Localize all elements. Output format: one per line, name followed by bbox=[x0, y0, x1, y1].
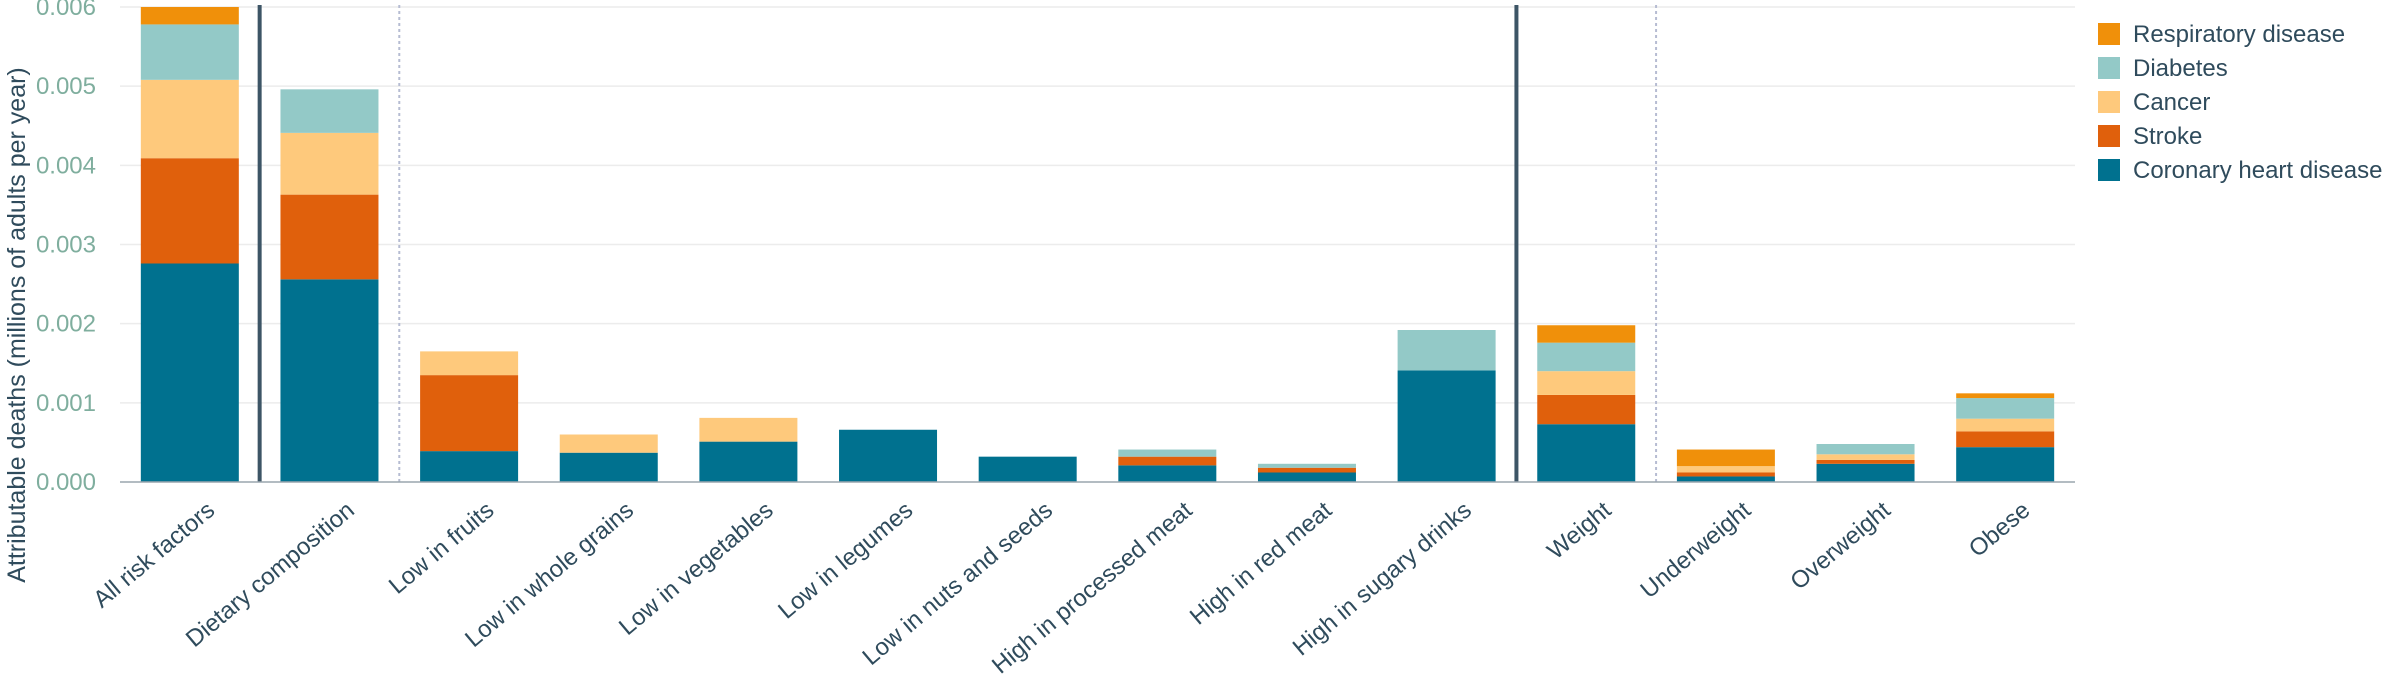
legend-swatch bbox=[2098, 125, 2120, 147]
bar-segment bbox=[140, 24, 239, 80]
bar-segment bbox=[1676, 449, 1775, 467]
x-tick-label: All risk factors bbox=[88, 497, 220, 614]
bar-segment bbox=[1956, 398, 2055, 419]
y-axis-label: Attributable deaths (millions of adults … bbox=[3, 67, 31, 583]
x-tick-label: Low in vegetables bbox=[614, 497, 779, 641]
x-tick-label: Low in legumes bbox=[773, 497, 918, 625]
bar-segment bbox=[1257, 467, 1356, 473]
bar-segment bbox=[1537, 325, 1636, 343]
bar-segment bbox=[140, 263, 239, 482]
bar-segment bbox=[1397, 370, 1496, 482]
x-tick-label: Overweight bbox=[1785, 496, 1896, 595]
bar-segment bbox=[1816, 459, 1915, 464]
bar-segment bbox=[978, 456, 1077, 482]
legend-swatch bbox=[2098, 159, 2120, 181]
bar-segment bbox=[699, 441, 798, 482]
bar-segment bbox=[559, 452, 658, 482]
legend: Respiratory disease Diabetes Cancer Stroke C… bbox=[2098, 21, 2382, 184]
y-tick-label: 0.002 bbox=[36, 311, 96, 338]
legend-label: Coronary heart disease bbox=[2133, 157, 2382, 184]
bar-segment bbox=[1537, 394, 1636, 425]
bar-segment bbox=[1816, 454, 1915, 460]
legend-swatch bbox=[2098, 57, 2120, 79]
bar-segment bbox=[1257, 472, 1356, 482]
group-separators bbox=[257, 5, 1658, 482]
bar-segment bbox=[699, 417, 798, 442]
x-tick-label: Weight bbox=[1542, 496, 1616, 565]
bar-segment bbox=[1118, 449, 1217, 457]
legend-swatch bbox=[2098, 23, 2120, 45]
x-tick-label: Low in fruits bbox=[384, 497, 499, 600]
bar-segment bbox=[1956, 447, 2055, 482]
legend-label: Respiratory disease bbox=[2133, 21, 2345, 48]
x-tick-label: Obese bbox=[1964, 497, 2036, 563]
bars bbox=[140, 7, 2055, 482]
bar-segment bbox=[1816, 444, 1915, 455]
gridlines bbox=[120, 6, 2075, 404]
y-tick-label: 0.003 bbox=[36, 232, 96, 259]
bar-segment bbox=[420, 351, 519, 376]
bar-segment bbox=[839, 429, 938, 482]
bar-segment bbox=[1537, 424, 1636, 482]
bar-segment bbox=[1956, 431, 2055, 448]
bar-segment bbox=[140, 158, 239, 264]
bar-segment bbox=[1816, 463, 1915, 482]
y-tick-label: 0.005 bbox=[36, 73, 96, 100]
bar-segment bbox=[280, 89, 379, 133]
legend-swatch bbox=[2098, 91, 2120, 113]
bar-segment bbox=[1537, 371, 1636, 395]
bar-segment bbox=[280, 279, 379, 482]
bar-segment bbox=[420, 375, 519, 452]
bar-segment bbox=[1676, 476, 1775, 482]
bar-segment bbox=[559, 434, 658, 453]
y-tick-label: 0.001 bbox=[36, 390, 96, 417]
bar-segment bbox=[140, 79, 239, 159]
bar-segment bbox=[280, 194, 379, 280]
bar-segment bbox=[1537, 342, 1636, 372]
bar-segment bbox=[420, 451, 519, 482]
bar-segment bbox=[1956, 418, 2055, 432]
y-tick-label: 0.000 bbox=[36, 469, 96, 496]
bar-segment bbox=[280, 132, 379, 195]
y-tick-label: 0.006 bbox=[36, 0, 96, 21]
x-tick-label: Underweight bbox=[1636, 496, 1757, 604]
legend-label: Diabetes bbox=[2133, 55, 2228, 82]
x-tick-label: High in red meat bbox=[1185, 496, 1337, 630]
bar-segment bbox=[1257, 463, 1356, 468]
bar-segment bbox=[1676, 472, 1775, 477]
bar-segment bbox=[1118, 465, 1217, 482]
bar-segment bbox=[1397, 330, 1496, 371]
bar-segment bbox=[1676, 466, 1775, 473]
legend-label: Stroke bbox=[2133, 123, 2202, 150]
y-tick-label: 0.004 bbox=[36, 152, 96, 179]
bar-segment bbox=[140, 7, 239, 25]
bar-segment bbox=[1118, 456, 1217, 466]
legend-label: Cancer bbox=[2133, 89, 2210, 116]
bar-segment bbox=[1956, 393, 2055, 399]
